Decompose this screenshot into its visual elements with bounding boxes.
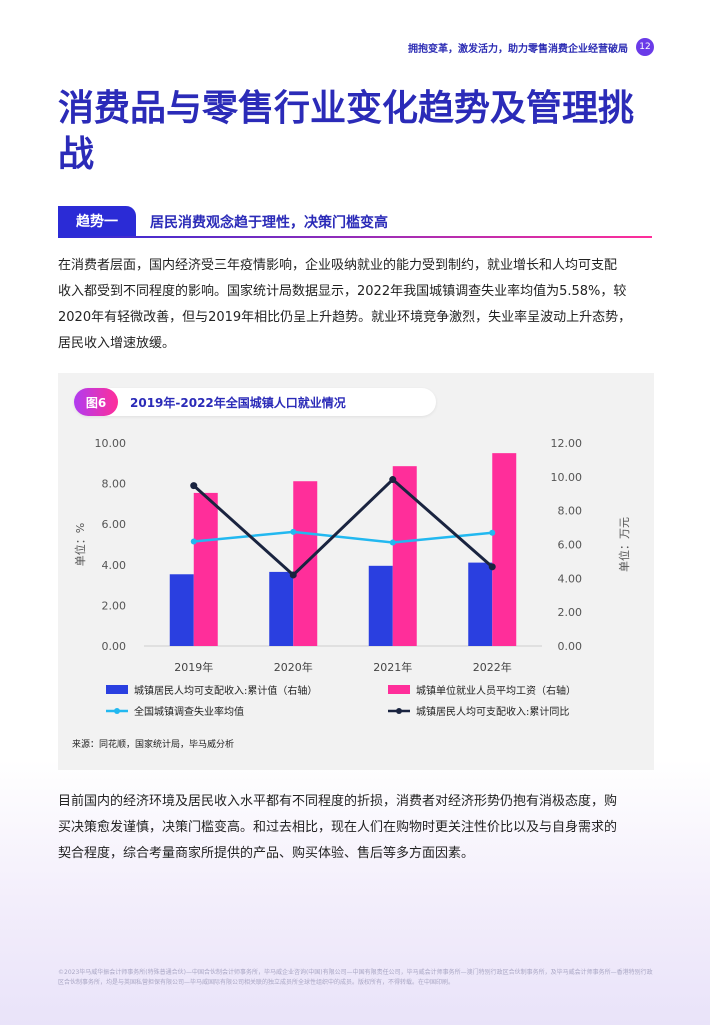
paragraph-line: 契合程度，综合考量商家所提供的产品、购买体验、售后等多方面因素。 [58, 846, 475, 861]
legend-swatch [106, 685, 128, 694]
bar-wage [193, 492, 218, 646]
data-point [190, 538, 197, 545]
data-point [488, 563, 496, 571]
legend-label: 城镇单位就业人员平均工资（右轴） [416, 684, 576, 697]
trend-tag: 趋势一 [58, 206, 136, 236]
series-line-income-growth [192, 477, 494, 577]
y-left-tick-label: 8.00 [102, 478, 127, 491]
legend-swatch [388, 685, 410, 694]
employment-chart: 0.00 2.00 4.00 6.00 8.00 10.00 0.00 2.00 4.00 6.0… [73, 437, 631, 718]
legend-marker [396, 708, 402, 714]
bar-income [169, 574, 194, 646]
footer-copyright: ©2023毕马威华振会计师事务所(特殊普通合伙)—中国合伙制会计师事务所，毕马威… [58, 969, 653, 986]
figure-label: 图6 [74, 388, 118, 416]
y-right-tick-label: 8.00 [558, 505, 583, 518]
y-right-tick-label: 2.00 [558, 606, 583, 619]
y-left-tick-label: 2.00 [102, 599, 127, 612]
x-tick-label: 2019年 [174, 660, 213, 674]
legend-marker [114, 708, 120, 714]
trend-underline [58, 236, 652, 238]
legend-label: 城镇居民人均可支配收入:累计值（右轴） [134, 684, 317, 697]
y-left-axis-title: 单位：% [73, 523, 87, 566]
closing-paragraph: 目前国内的经济环境及居民收入水平都有不同程度的折损，消费者对经济形势仍抱有消极态… [58, 789, 654, 867]
y-right-tick-label: 0.00 [558, 640, 583, 653]
page-number: 12 [636, 38, 654, 56]
intro-paragraph: 在消费者层面，国内经济受三年疫情影响，企业吸纳就业的能力受到制约，就业增长和人均… [58, 253, 654, 357]
y-left-tick-label: 10.00 [95, 437, 127, 450]
paragraph-line: 收入都受到不同程度的影响。国家统计局数据显示，2022年我国城镇调查失业率均值为… [58, 284, 627, 299]
legend-label: 全国城镇调查失业率均值 [134, 705, 244, 718]
y-left-tick-label: 0.00 [102, 640, 127, 653]
page-title: 消费品与零售行业变化趋势及管理挑战 [58, 88, 635, 175]
paragraph-line: 2020年有轻微改善，但与2019年相比仍呈上升趋势。就业环境竞争激烈，失业率呈… [58, 310, 632, 325]
data-point [489, 529, 496, 536]
bar-wage [392, 466, 417, 646]
bar-income [468, 562, 493, 646]
paragraph-line: 买决策愈发谨慎，决策门槛变高。和过去相比，现在人们在购物时更关注性价比以及与自身… [58, 820, 618, 835]
data-point [289, 571, 297, 579]
y-left-tick-label: 4.00 [102, 559, 127, 572]
y-left-tick-label: 6.00 [102, 518, 127, 531]
bar-wage [492, 453, 517, 646]
bar-income [368, 565, 393, 646]
paragraph-line: 居民收入增速放缓。 [58, 336, 176, 351]
series-line-unemployment [193, 530, 493, 544]
figure-title: 2019年-2022年全国城镇人口就业情况 [130, 396, 346, 410]
x-tick-label: 2021年 [373, 660, 412, 674]
figure-caption: 图6 2019年-2022年全国城镇人口就业情况 [74, 388, 436, 416]
y-right-tick-label: 12.00 [551, 437, 583, 450]
y-right-tick-label: 6.00 [558, 539, 583, 552]
running-header: 拥抱变革，激发活力，助力零售消费企业经营破局 12 [408, 38, 654, 56]
figure-panel: 图6 2019年-2022年全国城镇人口就业情况 0.00 2.00 4.00 6.0… [58, 373, 654, 770]
y-right-axis-title: 单位：万元 [617, 517, 631, 572]
trend-title: 居民消费观念趋于理性，决策门槛变高 [150, 215, 388, 231]
header-tagline: 拥抱变革，激发活力，助力零售消费企业经营破局 [408, 43, 628, 55]
data-point [190, 482, 198, 490]
y-right-tick-label: 4.00 [558, 572, 583, 585]
y-right-tick-label: 10.00 [551, 471, 583, 484]
data-point [389, 476, 397, 484]
x-tick-label: 2020年 [274, 660, 313, 674]
data-point [389, 539, 396, 546]
x-tick-label: 2022年 [473, 660, 512, 674]
paragraph-line: 目前国内的经济环境及居民收入水平都有不同程度的折损，消费者对经济形势仍抱有消极态… [58, 794, 618, 809]
trend-heading: 趋势一 居民消费观念趋于理性，决策门槛变高 [58, 206, 652, 238]
data-point [290, 528, 297, 535]
paragraph-line: 在消费者层面，国内经济受三年疫情影响，企业吸纳就业的能力受到制约，就业增长和人均… [58, 258, 618, 273]
legend-label: 城镇居民人均可支配收入:累计同比 [416, 705, 569, 718]
figure-source: 来源：同花顺，国家统计局，毕马威分析 [72, 740, 235, 750]
bar-income [269, 571, 294, 646]
